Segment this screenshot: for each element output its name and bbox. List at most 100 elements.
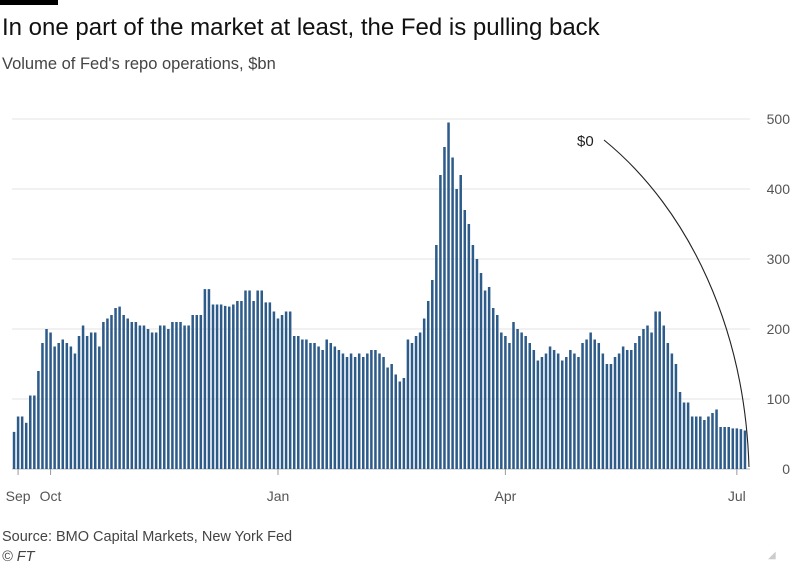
resize-grip-icon: ◢ xyxy=(768,550,776,561)
x-tick-label: Jul xyxy=(728,488,746,504)
bar xyxy=(443,147,446,469)
bar xyxy=(500,332,503,469)
bar xyxy=(735,428,739,469)
bar xyxy=(674,364,678,469)
bar xyxy=(646,325,649,469)
bar xyxy=(556,353,560,469)
bar xyxy=(593,339,596,469)
y-tick-label: 500 xyxy=(767,111,791,127)
bar xyxy=(504,336,507,469)
bar xyxy=(122,315,125,469)
y-tick-label: 300 xyxy=(767,251,791,267)
bar xyxy=(690,416,694,469)
bar xyxy=(353,357,357,469)
bar xyxy=(642,329,645,469)
bar xyxy=(715,409,718,469)
bar xyxy=(621,346,625,469)
bar xyxy=(366,353,369,469)
bar xyxy=(459,175,462,469)
bar xyxy=(126,318,129,469)
bar xyxy=(65,343,69,469)
bar xyxy=(175,322,178,469)
bar xyxy=(118,306,121,469)
bar xyxy=(544,353,548,469)
bar xyxy=(719,427,722,469)
bar xyxy=(349,353,353,469)
bar xyxy=(418,332,422,469)
bar xyxy=(61,339,65,469)
x-tick-label: Jan xyxy=(267,488,290,504)
bar xyxy=(219,304,223,469)
bar xyxy=(723,427,726,469)
bar xyxy=(520,332,523,469)
bar xyxy=(686,402,690,469)
chart-subtitle: Volume of Fed's repo operations, $bn xyxy=(2,55,276,73)
bar xyxy=(167,329,170,469)
bar xyxy=(589,332,592,469)
bar xyxy=(512,322,515,469)
bar xyxy=(252,301,255,469)
y-tick-label: 100 xyxy=(767,391,791,407)
chart-title: In one part of the market at least, the … xyxy=(2,14,600,41)
bar xyxy=(370,350,373,469)
bar xyxy=(496,315,499,469)
bar xyxy=(45,329,48,469)
bar xyxy=(678,392,682,469)
bar xyxy=(666,343,670,469)
bar xyxy=(650,332,653,469)
bar xyxy=(41,343,44,469)
bar xyxy=(374,350,377,469)
bar xyxy=(297,336,300,469)
bar xyxy=(508,343,511,469)
bar xyxy=(89,332,93,469)
bar xyxy=(731,428,735,469)
bar xyxy=(341,353,345,469)
bar xyxy=(236,301,239,469)
bar xyxy=(682,402,686,469)
bar xyxy=(707,416,710,469)
y-tick-label: 200 xyxy=(767,321,791,337)
bar xyxy=(138,325,142,469)
bar xyxy=(158,325,162,469)
bar xyxy=(130,322,134,469)
bar xyxy=(260,290,263,469)
bar xyxy=(601,353,605,469)
bar xyxy=(743,430,747,469)
bar xyxy=(581,343,584,469)
bar xyxy=(53,346,56,469)
bar xyxy=(20,416,24,469)
bar xyxy=(467,224,471,469)
bar xyxy=(390,364,393,469)
bar xyxy=(654,311,657,469)
bar xyxy=(301,339,304,469)
bar xyxy=(410,343,414,469)
annotation: $0 xyxy=(577,133,750,468)
bar xyxy=(333,346,337,469)
bar xyxy=(670,353,674,469)
bar xyxy=(37,371,40,469)
bar xyxy=(29,395,32,469)
bar xyxy=(569,350,572,469)
bar xyxy=(276,318,280,469)
bar xyxy=(73,353,77,469)
bar xyxy=(386,367,389,469)
bar xyxy=(49,332,52,469)
bar xyxy=(711,413,714,469)
bar xyxy=(398,381,402,469)
bar xyxy=(406,339,410,469)
bar xyxy=(325,339,328,469)
bar xyxy=(77,336,81,469)
bar xyxy=(146,329,150,469)
bar xyxy=(102,322,105,469)
bar xyxy=(597,343,601,469)
bar xyxy=(524,336,527,469)
bar xyxy=(248,290,251,469)
bar xyxy=(540,357,544,469)
bar xyxy=(309,343,312,469)
bar xyxy=(560,360,564,469)
bar xyxy=(284,311,288,469)
bar xyxy=(93,332,97,469)
bar xyxy=(33,395,36,469)
bar xyxy=(179,322,182,469)
bar xyxy=(479,273,483,469)
